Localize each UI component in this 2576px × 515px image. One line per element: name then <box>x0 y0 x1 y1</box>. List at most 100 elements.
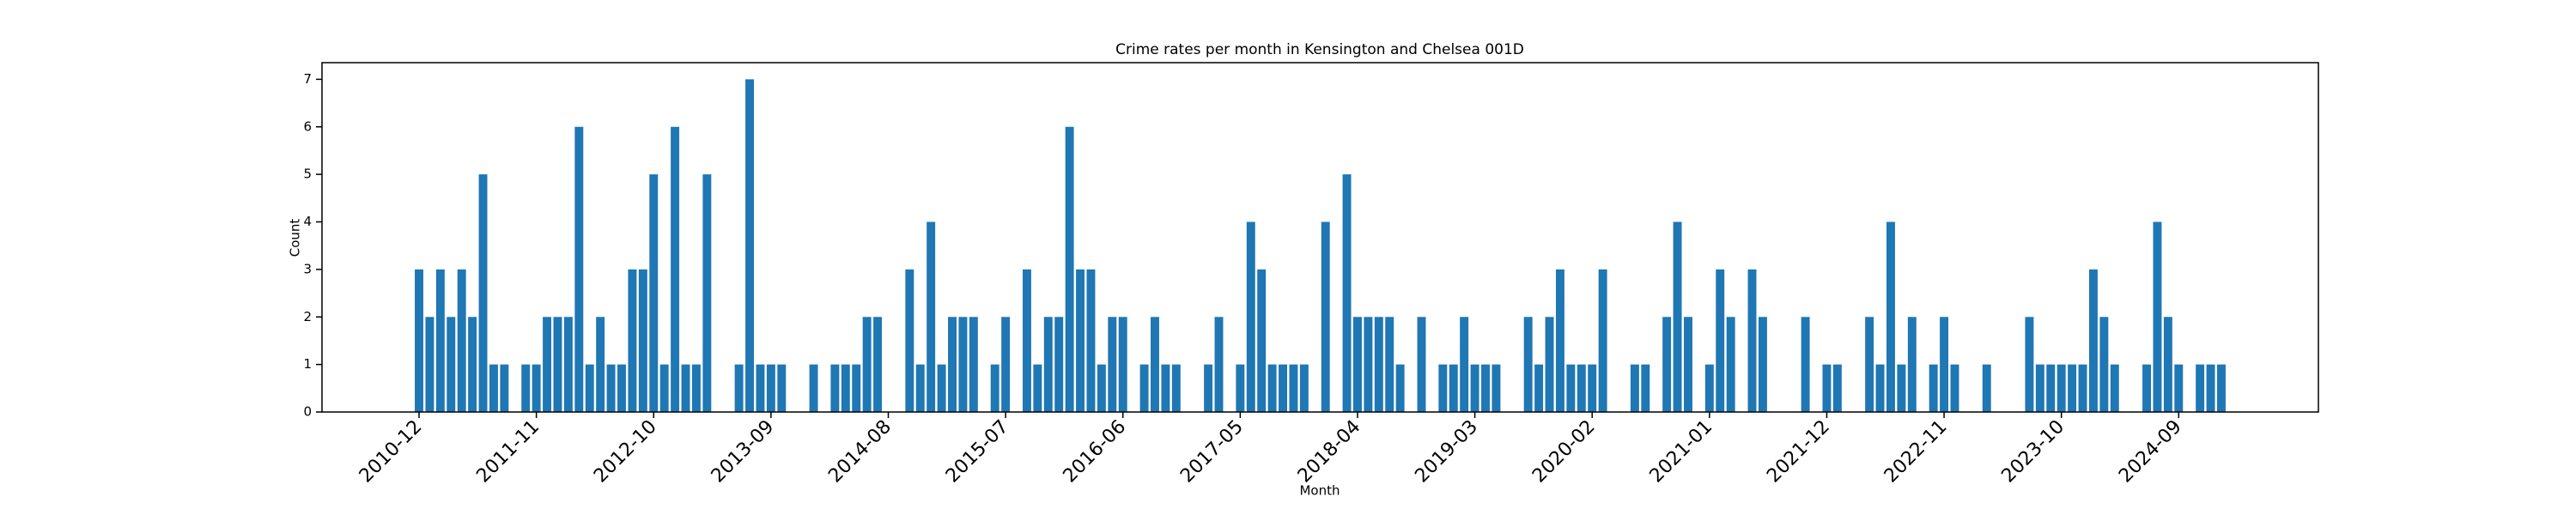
bar <box>1171 364 1181 412</box>
bar <box>1449 364 1458 412</box>
bar <box>628 269 637 412</box>
x-tick-label: 2020-02 <box>1528 416 1600 488</box>
bar <box>1353 317 1362 412</box>
bar <box>2099 317 2109 412</box>
bar <box>585 364 594 412</box>
bar <box>2068 364 2077 412</box>
bar <box>606 364 616 412</box>
bar <box>2217 364 2226 412</box>
bar <box>1289 364 1298 412</box>
bar <box>1108 317 1117 412</box>
bar <box>415 269 423 412</box>
x-tick-label: 2018-04 <box>1294 416 1365 488</box>
bar <box>543 317 552 412</box>
y-tick-label: 1 <box>303 356 312 372</box>
bar <box>841 364 850 412</box>
y-axis-label: Count <box>288 219 303 258</box>
y-tick-label: 7 <box>303 71 312 87</box>
x-tick-label: 2010-12 <box>355 416 427 488</box>
y-tick-label: 2 <box>303 309 312 324</box>
bar <box>2025 317 2034 412</box>
x-tick-label: 2019-03 <box>1411 416 1482 488</box>
bar <box>1492 364 1501 412</box>
bar <box>435 269 445 412</box>
bar <box>596 317 605 412</box>
bar <box>948 317 957 412</box>
bar <box>1236 364 1245 412</box>
bar <box>1086 269 1096 412</box>
bar <box>1054 317 1064 412</box>
bar <box>671 126 680 412</box>
bar <box>1022 269 1031 412</box>
x-tick-label: 2016-06 <box>1060 416 1131 488</box>
x-tick-label: 2015-07 <box>942 416 1013 488</box>
bar <box>1577 364 1586 412</box>
bar <box>2196 364 2205 412</box>
y-tick-label: 3 <box>303 261 312 276</box>
bar <box>1982 364 1991 412</box>
bar <box>563 317 573 412</box>
bar <box>447 317 456 412</box>
bar <box>649 174 659 412</box>
bar <box>734 364 744 412</box>
bar <box>1747 269 1757 412</box>
x-tick-label: 2013-09 <box>708 416 779 488</box>
bar <box>702 174 712 412</box>
bar <box>1566 364 1576 412</box>
bar <box>2153 221 2162 412</box>
bar <box>1076 269 1085 412</box>
bar <box>1555 269 1564 412</box>
bar <box>617 364 626 412</box>
bar <box>574 126 584 412</box>
bar <box>521 364 531 412</box>
bar <box>2110 364 2119 412</box>
bar <box>1417 317 1426 412</box>
bar <box>1139 364 1149 412</box>
bar <box>1588 364 1597 412</box>
x-tick-label: 2014-08 <box>824 416 896 488</box>
bar <box>1118 317 1127 412</box>
bar <box>691 364 701 412</box>
bar <box>927 221 936 412</box>
bar <box>478 174 488 412</box>
bar <box>1374 317 1383 412</box>
plot-frame <box>321 62 2319 413</box>
bar <box>1342 174 1352 412</box>
bar <box>659 364 669 412</box>
y-tick-label: 5 <box>303 167 312 182</box>
bar <box>766 364 775 412</box>
bar <box>1832 364 1842 412</box>
bar <box>1630 364 1639 412</box>
bar <box>1204 364 1213 412</box>
bar <box>756 364 765 412</box>
bar <box>1865 317 1874 412</box>
bar <box>1907 317 1917 412</box>
bar <box>915 364 925 412</box>
bar <box>1950 364 1959 412</box>
bar <box>457 269 466 412</box>
x-tick-label: 2017-05 <box>1176 416 1248 488</box>
bar <box>1598 269 1607 412</box>
bar <box>1684 317 1692 412</box>
bar <box>681 364 690 412</box>
bar <box>1395 364 1405 412</box>
x-tick-label: 2011-11 <box>472 416 544 488</box>
bar <box>1704 364 1714 412</box>
bar <box>990 364 999 412</box>
bar <box>2142 364 2152 412</box>
bar <box>905 269 914 412</box>
chart-title: Crime rates per month in Kensington and … <box>1115 41 1524 58</box>
bar <box>1662 317 1672 412</box>
bar <box>1151 317 1159 412</box>
x-tick-label: 2024-09 <box>2115 416 2186 488</box>
bar <box>1321 221 1330 412</box>
bar <box>937 364 946 412</box>
bar <box>1246 221 1255 412</box>
bar <box>873 317 883 412</box>
bar <box>1214 317 1224 412</box>
bar <box>1545 317 1554 412</box>
x-tick-label: 2022-11 <box>1880 416 1952 488</box>
bar <box>1673 221 1682 412</box>
x-tick-label: 2021-12 <box>1763 416 1834 488</box>
y-tick-label: 4 <box>303 214 312 229</box>
